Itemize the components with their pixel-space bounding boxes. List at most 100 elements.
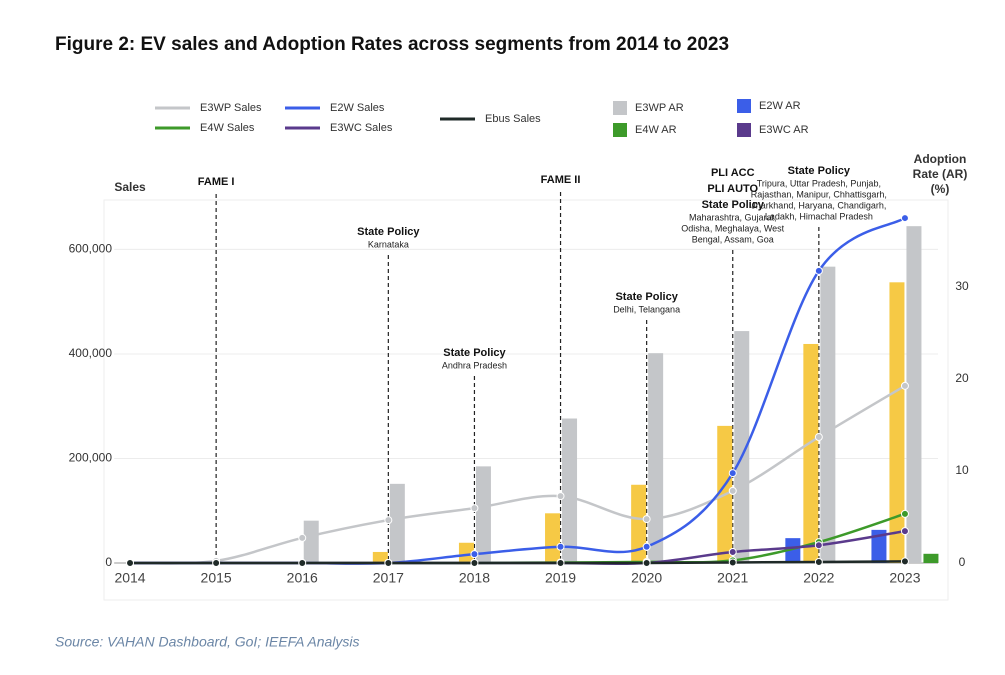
- legend-label: E3WC AR: [759, 124, 809, 136]
- x-tick-label: 2015: [201, 570, 232, 586]
- annotation-title: State Policy: [443, 347, 506, 359]
- line-marker: [728, 486, 737, 495]
- bar: [389, 483, 405, 563]
- y2-tick-label: 10: [955, 463, 969, 477]
- bar: [475, 466, 491, 563]
- annotation-detail: Delhi, Telangana: [613, 304, 680, 314]
- legend-label: E3WP Sales: [200, 102, 262, 114]
- line-marker: [298, 559, 307, 567]
- y2-axis-title: (%): [931, 182, 950, 196]
- y2-tick-label: 0: [959, 555, 966, 569]
- line-marker: [642, 559, 651, 567]
- bar: [889, 282, 905, 563]
- line-marker: [384, 516, 393, 525]
- legend-label: Ebus Sales: [485, 113, 541, 125]
- legend-label: E3WC Sales: [330, 122, 393, 134]
- annotation-detail: Andhra Pradesh: [442, 360, 507, 370]
- x-tick-label: 2016: [287, 570, 318, 586]
- line-marker: [470, 559, 479, 567]
- line-marker: [642, 542, 651, 551]
- annotation-title: State Policy: [788, 165, 851, 177]
- line-marker: [814, 557, 823, 566]
- line-marker: [900, 214, 909, 223]
- bar: [923, 553, 939, 563]
- bar: [820, 266, 836, 563]
- bar: [631, 484, 647, 563]
- legend-label: E3WP AR: [635, 102, 684, 114]
- plot-frame: [103, 199, 949, 601]
- annotation-detail: Jharkhand, Haryana, Chandigarh,: [751, 200, 886, 210]
- bar: [372, 551, 388, 563]
- line-marker: [900, 509, 909, 518]
- line-marker: [814, 433, 823, 442]
- x-tick-label: 2018: [459, 570, 490, 586]
- line-marker: [384, 559, 393, 567]
- bar: [871, 529, 887, 563]
- annotation-title: State Policy: [357, 226, 420, 238]
- line-marker: [556, 559, 565, 567]
- legend-label: E4W AR: [635, 124, 677, 136]
- annotation-detail: Ladakh, Himachal Pradesh: [765, 211, 873, 221]
- chart-title: Figure 2: EV sales and Adoption Rates ac…: [55, 34, 729, 55]
- line-marker: [642, 515, 651, 524]
- annotation-detail: Tripura, Uttar Pradesh, Punjab,: [757, 178, 881, 188]
- annotation-title: PLI ACC: [711, 167, 755, 179]
- line-marker: [126, 559, 135, 567]
- line: [130, 560, 905, 565]
- y-tick-label: 200,000: [69, 451, 113, 465]
- y-tick-label: 400,000: [69, 346, 113, 360]
- source: Source: VAHAN Dashboard, GoI; IEEFA Anal…: [55, 634, 360, 650]
- bar: [785, 538, 801, 563]
- line-marker: [556, 492, 565, 501]
- line-marker: [900, 557, 909, 566]
- annotation-detail: Maharashtra, Gujarat,: [689, 212, 777, 222]
- y-tick-label: 0: [105, 555, 112, 569]
- annotation-title: FAME II: [541, 174, 581, 186]
- bar: [545, 513, 561, 563]
- x-tick-label: 2023: [889, 570, 920, 586]
- x-tick-label: 2014: [114, 570, 145, 586]
- annotation-title: FAME I: [198, 176, 235, 188]
- bar: [648, 353, 664, 563]
- line-marker: [470, 504, 479, 513]
- line: [130, 216, 906, 565]
- annotation-title: State Policy: [615, 291, 678, 303]
- annotation-title: State Policy: [702, 199, 765, 211]
- line: [130, 384, 906, 565]
- line-marker: [298, 533, 307, 542]
- line-marker: [900, 527, 909, 536]
- line-marker: [814, 266, 823, 275]
- line-marker: [728, 548, 737, 557]
- legend-label: E2W AR: [759, 100, 801, 112]
- y2-tick-label: 30: [955, 279, 969, 293]
- line-marker: [470, 550, 479, 559]
- bar: [803, 343, 819, 563]
- bar: [562, 418, 578, 563]
- y2-axis-title: Adoption: [914, 152, 967, 166]
- bar: [303, 520, 319, 563]
- legend-swatch: [613, 101, 627, 115]
- y2-tick-label: 20: [955, 371, 969, 385]
- annotation-detail: Rajasthan, Manipur, Chhattisgarh,: [751, 189, 887, 199]
- annotation-detail: Odisha, Meghalaya, West: [681, 223, 784, 233]
- line-marker: [900, 381, 909, 390]
- y-axis-title: Sales: [114, 180, 146, 194]
- x-tick-label: 2020: [631, 570, 662, 586]
- y2-axis-title: Rate (AR): [913, 167, 968, 181]
- legend-label: E2W Sales: [330, 102, 385, 114]
- bar: [458, 542, 474, 563]
- y-tick-label: 600,000: [69, 242, 113, 256]
- line-marker: [814, 541, 823, 550]
- line-marker: [556, 542, 565, 551]
- legend-swatch: [737, 123, 751, 137]
- legend-swatch: [737, 99, 751, 113]
- x-tick-label: 2019: [545, 570, 576, 586]
- annotation-title: PLI AUTO: [707, 183, 758, 195]
- legend-swatch: [613, 123, 627, 137]
- x-tick-label: 2017: [373, 570, 404, 586]
- annotation-detail: Bengal, Assam, Goa: [692, 234, 774, 244]
- x-tick-label: 2021: [717, 570, 748, 586]
- annotation-detail: Karnataka: [368, 239, 409, 249]
- line-marker: [728, 558, 737, 567]
